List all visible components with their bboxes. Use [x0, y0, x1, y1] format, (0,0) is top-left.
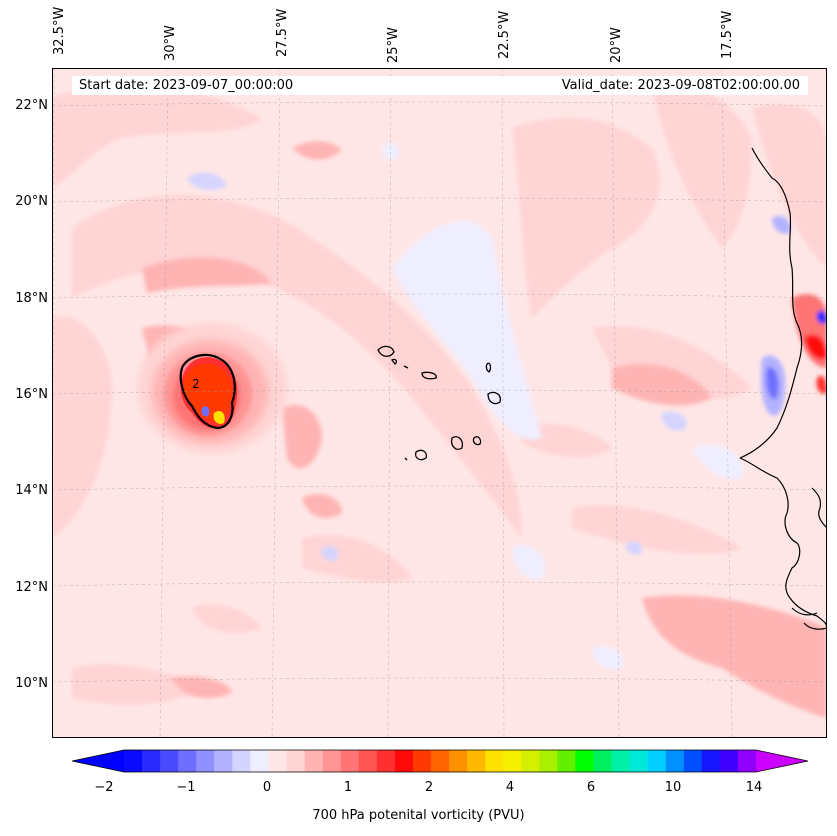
lon-label-20w: 20°W [609, 27, 624, 63]
storm-pv-maximum: 2 [137, 323, 287, 453]
cape-verde-islands [377, 345, 501, 461]
colorbar-segment [719, 750, 739, 772]
colorbar-segment [575, 750, 595, 772]
colorbar-segment [647, 750, 667, 772]
colorbar-segment [160, 750, 179, 772]
lat-label-16n: 16°N [15, 387, 48, 402]
lat-label-20n: 20°N [15, 194, 48, 209]
colorbar-segment [268, 750, 288, 772]
lon-label-25w: 25°W [386, 27, 401, 63]
info-box: Start date: 2023-09-07_00:00:00 Valid_da… [72, 76, 808, 95]
colorbar-segment [124, 750, 143, 772]
map-panel: 2 [52, 68, 827, 738]
colorbar-segment [701, 750, 721, 772]
colorbar-over-triangle [756, 750, 808, 772]
colorbar-segment [557, 750, 577, 772]
colorbar-segment [467, 750, 486, 772]
lat-label-18n: 18°N [15, 291, 48, 306]
colorbar-segment [665, 750, 685, 772]
lon-label-32-5w: 32.5°W [52, 6, 67, 55]
cbar-tick-label: 4 [505, 780, 515, 795]
colorbar-segment [250, 750, 270, 772]
lat-label-10n: 10°N [15, 676, 48, 691]
colorbar-segment [683, 750, 703, 772]
cbar-tick-label: −2 [94, 780, 114, 795]
colorbar-segment [521, 750, 540, 772]
lat-label-22n: 22°N [15, 98, 48, 113]
pv-contour-label: 2 [192, 377, 200, 391]
colorbar-segment [611, 750, 631, 772]
coastal-pv-features [761, 216, 827, 416]
colorbar-segment [358, 750, 378, 772]
colorbar-segment [629, 750, 649, 772]
lon-label-27-5w: 27.5°W [275, 8, 290, 57]
colorbar-segment [232, 750, 251, 772]
colorbar-segment [593, 750, 613, 772]
pv-negative-medium [187, 172, 687, 561]
colorbar-segment [394, 750, 414, 772]
cbar-tick-label: 6 [586, 780, 596, 795]
colorbar-segment [449, 750, 468, 772]
valid-date-label: Valid_date: 2023-09-08T02:00:00.00 [561, 78, 800, 93]
colorbar-segment [485, 750, 504, 772]
colorbar-segment [503, 750, 522, 772]
colorbar-segment [737, 750, 757, 772]
colorbar-segment [304, 750, 324, 772]
colorbar-segment [322, 750, 342, 772]
cbar-tick-label: 14 [745, 780, 763, 795]
cbar-tick-label: 2 [424, 780, 434, 795]
colorbar-segment [376, 750, 396, 772]
cbar-tick-label: 0 [262, 780, 272, 795]
colorbar-segment [178, 750, 197, 772]
lon-label-22-5w: 22.5°W [497, 10, 512, 59]
cbar-tick-label: 10 [664, 780, 682, 795]
lon-label-30w: 30°W [163, 25, 178, 61]
colorbar-segment [286, 750, 306, 772]
colorbar-title: 700 hPa potenital vorticity (PVU) [312, 808, 525, 823]
colorbar-segment [214, 750, 233, 772]
pv-negative-field [382, 142, 744, 670]
map-frame [52, 68, 827, 738]
lon-label-17-5w: 17.5°W [720, 10, 735, 59]
colorbar [72, 749, 808, 773]
colorbar-segment [196, 750, 215, 772]
african-coastline [739, 147, 827, 630]
colorbar-segment [539, 750, 558, 772]
colorbar-segment [340, 750, 360, 772]
lat-label-14n: 14°N [15, 483, 48, 498]
graticule [52, 68, 827, 738]
cbar-tick-label: 1 [343, 780, 353, 795]
colorbar-under-triangle [72, 750, 124, 772]
pv-light-field [52, 83, 827, 705]
colorbar-outline [72, 749, 808, 773]
cbar-tick-label: −1 [176, 780, 196, 795]
colorbar-segment [142, 750, 161, 772]
lat-label-12n: 12°N [15, 580, 48, 595]
colorbar-segment [430, 750, 450, 772]
colorbar-segment [412, 750, 432, 772]
start-date-label: Start date: 2023-09-07_00:00:00 [79, 78, 294, 93]
